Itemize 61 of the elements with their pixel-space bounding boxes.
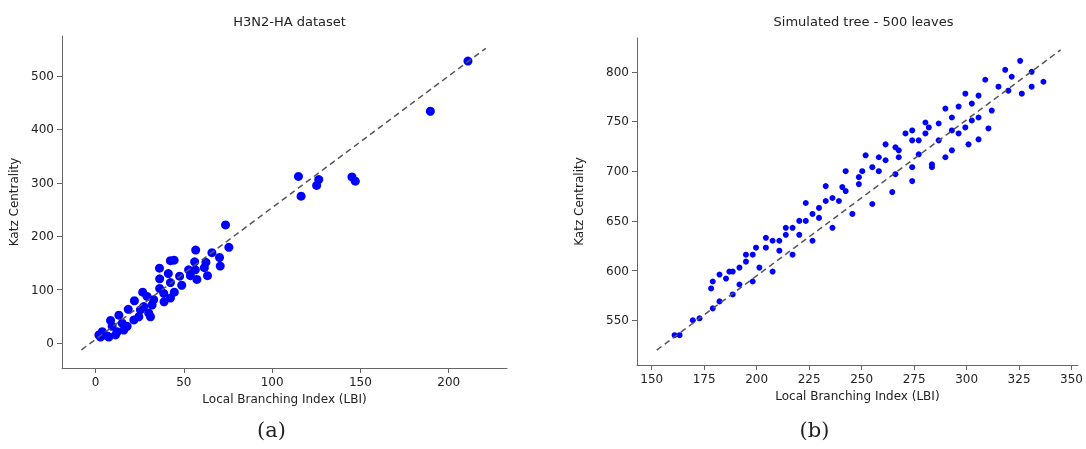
y-tick-label: 550 xyxy=(606,313,629,328)
point xyxy=(139,302,149,312)
x-tick-label: 0 xyxy=(91,375,100,389)
point xyxy=(134,312,144,322)
y-tick-label: 200 xyxy=(31,229,54,244)
point xyxy=(221,220,231,230)
y-tick-label: 750 xyxy=(606,114,629,129)
point xyxy=(350,176,360,186)
point xyxy=(177,280,187,290)
point xyxy=(425,106,435,116)
point xyxy=(114,310,124,320)
point xyxy=(129,296,139,306)
x-tick-label: 175 xyxy=(692,372,716,386)
x-tick-label: 300 xyxy=(955,372,979,386)
y-axis-title: Katz Centrality xyxy=(572,157,586,246)
point xyxy=(192,274,202,284)
point xyxy=(144,308,154,318)
y-tick-label: 600 xyxy=(606,263,629,278)
point xyxy=(296,191,306,201)
y-tick-label: 650 xyxy=(606,213,629,228)
x-tick-label: 150 xyxy=(640,372,664,386)
y-tick-label: 500 xyxy=(31,69,54,84)
point xyxy=(149,295,159,305)
y-axis-title: Katz Centrality xyxy=(7,157,21,247)
point xyxy=(159,297,169,307)
y-tick-label: 300 xyxy=(31,175,54,190)
text: (a) xyxy=(256,418,287,442)
point xyxy=(215,253,225,263)
text: (b) xyxy=(798,418,831,442)
y-tick-label: 100 xyxy=(31,282,54,297)
x-tick-label: 225 xyxy=(797,372,821,386)
x-tick-label: 200 xyxy=(745,372,769,386)
x-tick-label: 50 xyxy=(176,375,192,389)
point xyxy=(293,171,303,181)
x-tick-label: 100 xyxy=(260,375,284,389)
x-tick-label: 250 xyxy=(850,372,874,386)
x-tick-label: 275 xyxy=(902,372,926,386)
point xyxy=(191,245,201,255)
y-tick-label: 800 xyxy=(606,64,629,79)
point xyxy=(154,263,164,273)
y-tick-label: 400 xyxy=(31,122,54,137)
point xyxy=(123,304,133,314)
x-tick-label: 150 xyxy=(348,375,372,389)
x-tick-label: 350 xyxy=(1060,372,1083,386)
y-tick-label: 700 xyxy=(606,164,629,179)
y-tick-label: 0 xyxy=(46,335,54,350)
point xyxy=(165,256,175,266)
point xyxy=(159,288,169,298)
point xyxy=(215,261,225,271)
point xyxy=(199,263,209,273)
x-tick-label: 325 xyxy=(1007,372,1031,386)
point xyxy=(203,271,213,281)
x-axis-title: Local Branching Index (LBI) xyxy=(202,391,367,406)
x-axis-title: Local Branching Index (LBI) xyxy=(775,388,940,403)
point xyxy=(224,242,234,252)
chart-title: H3N2-HA dataset xyxy=(233,14,346,29)
point xyxy=(163,269,173,279)
point xyxy=(155,274,165,284)
point xyxy=(314,175,324,185)
chart-title: Simulated tree - 500 leaves xyxy=(773,14,954,29)
x-tick-label: 200 xyxy=(437,375,461,389)
